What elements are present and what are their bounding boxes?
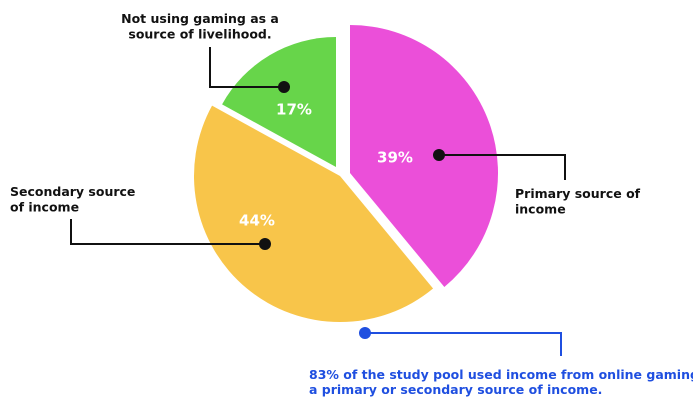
leader-lines bbox=[70, 47, 566, 356]
category-label: source of livelihood. bbox=[128, 27, 271, 42]
pie-slice-secondary-source-of-income bbox=[193, 105, 434, 322]
pie-slice-not-using-gaming-as-a-source-of-livelihood bbox=[222, 37, 336, 167]
leader-line bbox=[439, 154, 566, 180]
leader-dot bbox=[278, 81, 290, 93]
pie-slice-primary-source-of-income bbox=[350, 25, 498, 288]
category-label: of income bbox=[10, 200, 79, 215]
leader-line bbox=[209, 47, 284, 88]
category-label: income bbox=[515, 202, 566, 217]
leader-line bbox=[70, 219, 265, 245]
annotation-dot bbox=[359, 327, 371, 339]
pie-slices bbox=[193, 25, 498, 322]
annotation-text: 83% of the study pool used income from o… bbox=[309, 367, 693, 382]
category-label: Secondary source bbox=[10, 184, 135, 199]
percent-label: 44% bbox=[239, 212, 275, 230]
annotation-text: a primary or secondary source of income. bbox=[309, 382, 602, 397]
category-label: Primary source of bbox=[515, 186, 641, 201]
percent-label: 39% bbox=[377, 149, 413, 167]
leader-dot bbox=[433, 149, 445, 161]
annotation-connector bbox=[365, 332, 562, 356]
leader-dot bbox=[259, 238, 271, 250]
percent-label: 17% bbox=[276, 101, 312, 119]
category-label: Not using gaming as a bbox=[121, 11, 279, 26]
